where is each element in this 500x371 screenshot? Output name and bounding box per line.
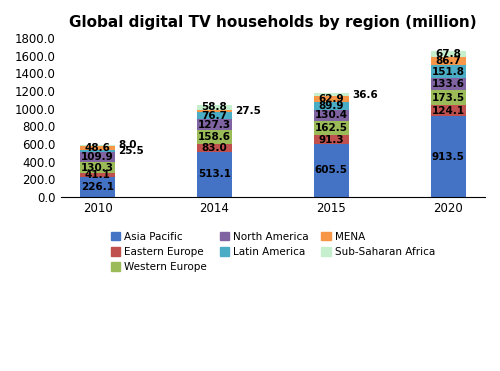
Text: 58.8: 58.8 xyxy=(202,102,228,112)
Bar xyxy=(197,110,232,112)
Bar xyxy=(80,152,115,162)
Bar xyxy=(80,150,115,152)
Text: 109.9: 109.9 xyxy=(81,152,114,162)
Text: 27.5: 27.5 xyxy=(236,106,262,116)
Text: 226.1: 226.1 xyxy=(81,182,114,192)
Bar xyxy=(314,93,349,96)
Text: 89.9: 89.9 xyxy=(318,101,344,111)
Text: 162.5: 162.5 xyxy=(315,123,348,133)
Text: 48.6: 48.6 xyxy=(84,143,110,153)
Bar xyxy=(430,57,466,65)
Bar xyxy=(80,177,115,197)
Text: 67.8: 67.8 xyxy=(435,49,461,59)
Text: 124.1: 124.1 xyxy=(432,106,464,116)
Bar xyxy=(80,145,115,146)
Text: 8.0: 8.0 xyxy=(118,140,137,150)
Bar xyxy=(430,78,466,90)
Bar xyxy=(197,119,232,130)
Text: 513.1: 513.1 xyxy=(198,169,231,179)
Text: 76.7: 76.7 xyxy=(202,111,228,121)
Text: 36.6: 36.6 xyxy=(352,89,378,99)
Text: 151.8: 151.8 xyxy=(432,67,464,76)
Bar xyxy=(197,130,232,144)
Text: 86.7: 86.7 xyxy=(435,56,461,66)
Text: 91.3: 91.3 xyxy=(318,135,344,145)
Bar xyxy=(197,105,232,110)
Text: 62.9: 62.9 xyxy=(318,94,344,104)
Text: 605.5: 605.5 xyxy=(315,165,348,175)
Text: 41.1: 41.1 xyxy=(84,170,110,180)
Bar xyxy=(314,109,349,121)
Text: 133.6: 133.6 xyxy=(432,79,464,89)
Bar xyxy=(430,65,466,78)
Text: 913.5: 913.5 xyxy=(432,152,464,162)
Bar xyxy=(430,105,466,116)
Bar xyxy=(80,146,115,150)
Bar xyxy=(197,152,232,197)
Bar xyxy=(314,102,349,109)
Bar xyxy=(80,162,115,173)
Bar xyxy=(430,90,466,105)
Text: 158.6: 158.6 xyxy=(198,132,231,142)
Text: 25.5: 25.5 xyxy=(118,146,144,156)
Legend: Asia Pacific, Eastern Europe, Western Europe, North America, Latin America, MENA: Asia Pacific, Eastern Europe, Western Eu… xyxy=(106,227,439,276)
Bar xyxy=(314,96,349,102)
Title: Global digital TV households by region (million): Global digital TV households by region (… xyxy=(69,15,476,30)
Bar xyxy=(197,144,232,152)
Text: 127.3: 127.3 xyxy=(198,120,231,130)
Bar xyxy=(430,51,466,57)
Bar xyxy=(197,112,232,119)
Bar xyxy=(314,121,349,135)
Bar xyxy=(314,135,349,144)
Text: 83.0: 83.0 xyxy=(202,143,228,153)
Text: 130.3: 130.3 xyxy=(81,162,114,173)
Bar xyxy=(314,144,349,197)
Bar xyxy=(430,116,466,197)
Text: 173.5: 173.5 xyxy=(432,93,464,103)
Text: 130.4: 130.4 xyxy=(314,111,348,120)
Bar xyxy=(80,173,115,177)
